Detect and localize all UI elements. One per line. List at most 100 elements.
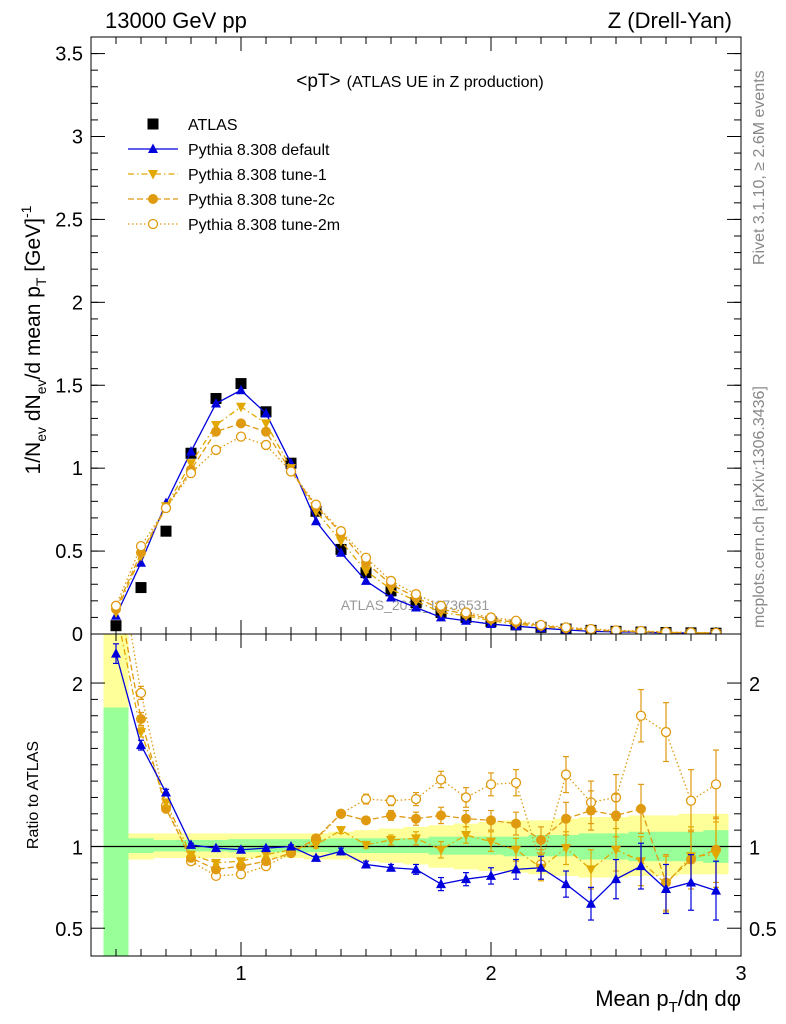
ratio-data-point <box>611 810 621 821</box>
ratio-data-point <box>560 769 572 780</box>
main-data-point <box>336 547 346 557</box>
ratio-data-point <box>135 687 147 698</box>
ratio-data-point <box>411 834 421 844</box>
ratio-data-point <box>461 831 471 841</box>
ratio-data-point <box>636 860 646 871</box>
main-data-point <box>110 600 122 611</box>
main-data-point <box>210 444 222 456</box>
ratio-data-point <box>561 878 571 889</box>
ratio-data-point <box>112 540 121 549</box>
main-data-point <box>236 384 246 395</box>
chart-title: <pT> (ATLAS UE in Z production) <box>296 71 543 92</box>
ratio-data-point <box>311 833 321 844</box>
main-data-point <box>435 600 447 611</box>
ratio-data-point <box>236 857 246 867</box>
legend-label: ATLAS <box>188 117 238 134</box>
ratio-data-point <box>685 795 697 806</box>
ratio-data-point <box>361 815 371 826</box>
ratio-data-point <box>586 865 596 875</box>
legend-marker <box>148 170 158 180</box>
x-tick-label: 2 <box>485 963 496 985</box>
x-tick-label: 1 <box>235 963 246 985</box>
main-data-point <box>585 623 597 634</box>
ratio-data-point <box>261 850 271 861</box>
ratio-stat-band <box>128 838 154 854</box>
ratio-data-point <box>385 795 397 806</box>
main-data-point <box>360 552 372 563</box>
header-right-label: Z (Drell-Yan) <box>608 8 732 33</box>
ratio-data-point <box>461 873 471 884</box>
main-data-point <box>535 619 547 631</box>
ratio-data-point <box>386 862 396 872</box>
ratio-data-point <box>435 774 447 785</box>
ratio-stat-band <box>153 839 179 852</box>
legend-label: Pythia 8.308 tune-2c <box>188 192 335 209</box>
ratio-panel: 0.5 0.5 1 1 2 2 1 2 3 Ratio to ATLAS Mean pT/dη… <box>25 540 777 1016</box>
main-data-point <box>160 502 172 514</box>
ratio-data-point <box>660 726 672 738</box>
ratio-data-point <box>485 779 497 790</box>
x-tick-label: 3 <box>735 963 746 985</box>
ratio-data-point <box>186 839 196 849</box>
main-data-point <box>411 601 421 612</box>
ratio-stat-band <box>403 838 429 854</box>
main-data-point <box>135 540 147 552</box>
main-data-point <box>186 446 196 456</box>
header-left-label: 13000 GeV pp <box>105 8 247 33</box>
legend-marker <box>147 118 159 130</box>
main-data-point <box>236 418 246 429</box>
main-data-point <box>261 426 271 437</box>
main-data-point <box>136 557 146 567</box>
ratio-data-point <box>511 818 521 829</box>
main-y-tick-label: 0 <box>72 624 83 646</box>
ratio-stat-band <box>378 838 404 854</box>
ratio-data-point <box>336 808 346 819</box>
main-y-tick-label: 3 <box>72 127 83 149</box>
main-data-point <box>211 426 221 437</box>
main-data-point <box>261 407 271 418</box>
ratio-data-point <box>710 779 722 790</box>
legend-marker <box>148 194 158 204</box>
main-panel: 00.511.522.533.5 ATLAS_2019_I1736531 <pT… <box>18 36 742 646</box>
ratio-data-point <box>586 898 596 908</box>
main-data-point <box>235 378 247 390</box>
main-data-point <box>160 525 172 537</box>
main-data-point <box>186 459 196 469</box>
ratio-data-point <box>136 739 146 750</box>
ratio-data-point <box>161 798 171 808</box>
ratio-data-point <box>336 826 346 836</box>
ratio-data-point <box>436 810 446 821</box>
legend-entry: Pythia 8.308 default <box>128 142 330 159</box>
main-data-point <box>310 499 322 510</box>
ratio-y-tick-label-right: 2 <box>749 674 760 696</box>
main-data-point <box>510 615 522 626</box>
rivet-version-label: Rivet 3.1.10, ≥ 2.6M events <box>751 70 768 265</box>
ratio-data-point <box>686 876 696 887</box>
main-data-point <box>261 419 271 429</box>
main-y-tick-label: 2.5 <box>55 209 83 231</box>
main-data-point <box>385 575 397 587</box>
legend-label: Pythia 8.308 tune-2m <box>188 217 340 234</box>
legend-entry: Pythia 8.308 tune-2c <box>128 192 335 209</box>
main-data-point <box>485 612 497 623</box>
main-data-point <box>685 627 697 634</box>
ratio-y-tick-label-right: 0.5 <box>749 919 777 941</box>
ratio-y-tick-label: 0.5 <box>55 919 83 941</box>
ratio-data-point <box>511 863 521 874</box>
ratio-data-point <box>711 850 721 861</box>
main-y-axis-label: 1/Nev dNev/d mean pT [GeV]-1 <box>18 205 49 474</box>
ratio-data-point <box>711 885 721 895</box>
chart-title-sub: (ATLAS UE in Z production) <box>347 74 544 91</box>
ratio-data-point <box>360 793 372 805</box>
ratio-data-point <box>460 792 472 803</box>
ratio-data-point <box>286 840 296 851</box>
main-data-point <box>185 467 197 479</box>
main-data-point <box>311 515 321 526</box>
ratio-y-axis-label: Ratio to ATLAS <box>25 741 42 849</box>
main-data-point <box>460 607 472 618</box>
ratio-data-point <box>361 840 371 851</box>
main-data-point <box>386 592 396 602</box>
main-data-point <box>335 526 347 537</box>
ratio-y-tick-label: 2 <box>72 674 83 696</box>
